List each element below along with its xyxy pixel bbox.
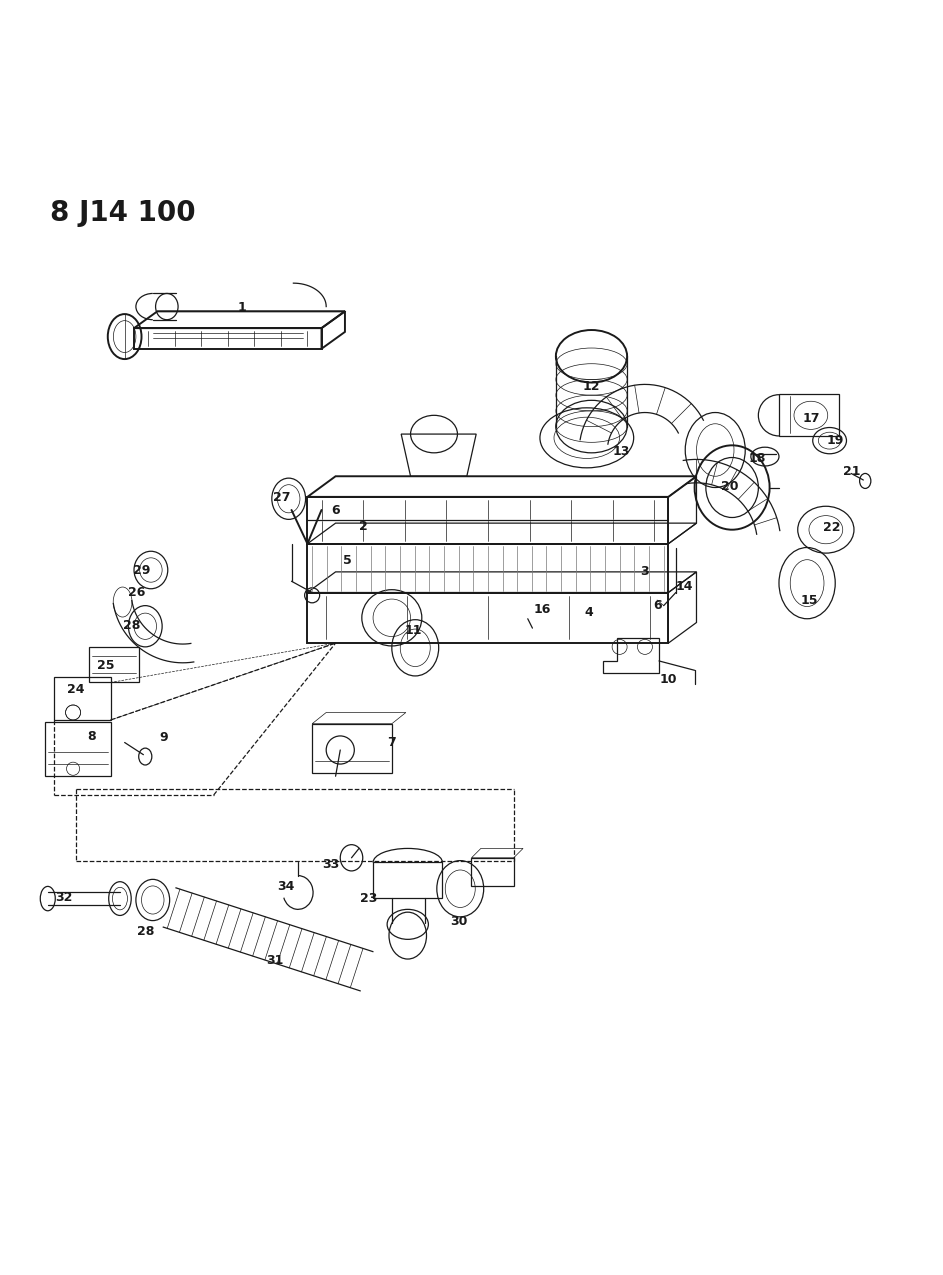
Text: 23: 23 [359,891,377,904]
Text: 28: 28 [124,618,141,632]
Text: 24: 24 [67,682,85,696]
Text: 11: 11 [405,623,422,636]
Text: 3: 3 [640,565,649,579]
Text: 13: 13 [613,445,630,459]
Text: 19: 19 [827,434,844,448]
Text: 21: 21 [843,465,861,478]
Text: 7: 7 [388,736,396,748]
Text: 18: 18 [749,451,766,465]
Text: 32: 32 [55,891,73,904]
Text: 6: 6 [331,504,339,516]
Text: 34: 34 [277,880,294,894]
Text: 25: 25 [97,659,115,672]
Text: 27: 27 [273,491,290,505]
Text: 20: 20 [721,481,739,493]
Text: 28: 28 [137,926,154,938]
Text: 14: 14 [675,580,693,593]
Text: 8 J14 100: 8 J14 100 [50,199,195,227]
Text: 31: 31 [266,955,283,968]
Text: 4: 4 [585,606,593,618]
Text: 26: 26 [128,586,145,599]
Text: 30: 30 [451,915,468,928]
Text: 22: 22 [822,521,840,534]
Text: 10: 10 [659,673,677,686]
Text: 6: 6 [653,599,661,612]
Text: 29: 29 [133,564,150,576]
Text: 17: 17 [802,412,819,425]
Text: 15: 15 [801,593,818,607]
Text: 8: 8 [88,731,96,743]
Text: 16: 16 [534,603,552,616]
Text: 12: 12 [583,380,601,393]
Text: 9: 9 [159,732,169,745]
Text: 5: 5 [343,555,352,567]
Text: 1: 1 [238,301,246,314]
Text: 2: 2 [359,520,368,533]
Text: 33: 33 [323,858,339,871]
